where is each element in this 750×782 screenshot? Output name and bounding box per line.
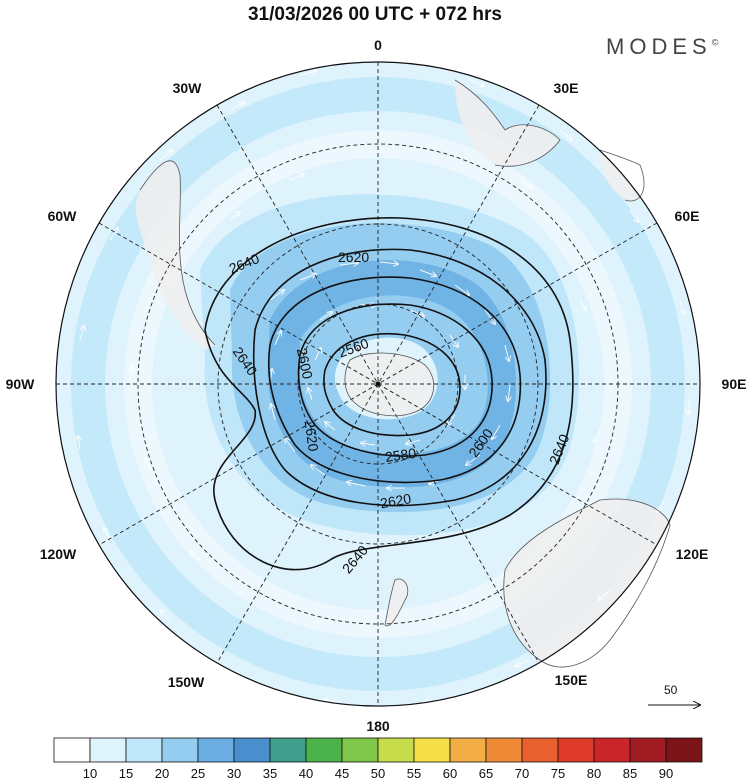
meridian-label-60w: 60W: [48, 208, 78, 224]
meridian-label-180: 180: [366, 718, 390, 734]
contour-label: 2600: [294, 347, 316, 381]
colorbar-tick-label: 35: [262, 766, 278, 781]
colorbar-swatch: [305, 737, 343, 763]
colorbar-swatch: [557, 737, 595, 763]
colorbar-swatch: [449, 737, 487, 763]
meridian-label-150w: 150W: [168, 674, 205, 690]
meridian-label-120e: 120E: [676, 546, 709, 562]
meridian-label-group: 0 30E 60E 90E 120E 150E 180 150W 120W 90…: [6, 37, 747, 734]
meridian-label-30e: 30E: [554, 80, 579, 96]
meridian-label-0: 0: [374, 37, 382, 53]
colorbar-swatch: [341, 737, 379, 763]
brand-name: MODES: [606, 34, 712, 59]
colorbar-tick-label: 40: [298, 766, 314, 781]
colorbar-swatch: [485, 737, 523, 763]
colorbar-swatch: [269, 737, 307, 763]
contour-label: 2620: [302, 419, 322, 452]
colorbar-swatch: [593, 737, 631, 763]
colorbar-tick-label: 80: [586, 766, 602, 781]
meridian-label-90e: 90E: [722, 376, 747, 392]
colorbar-tick-label: 50: [370, 766, 386, 781]
colorbar-swatch: [197, 737, 235, 763]
colorbar-swatch: [161, 737, 199, 763]
colorbar-tick-label: 75: [550, 766, 566, 781]
meridian-label-90w: 90W: [6, 376, 36, 392]
meridian-label-120w: 120W: [40, 546, 77, 562]
colorbar: [53, 737, 703, 763]
map-boundary: [55, 61, 701, 707]
colorbar-ticks: 10 15 20 25 30 35 40 45 50 55 60 65 70 75 80 85 90: [0, 766, 750, 782]
colorbar-tick-label: 55: [406, 766, 422, 781]
colorbar-tick-label: 70: [514, 766, 530, 781]
colorbar-tick-label: 20: [154, 766, 170, 781]
colorbar-tick-label: 60: [442, 766, 458, 781]
meridian-label-150e: 150E: [555, 672, 588, 688]
colorbar-tick-label: 65: [478, 766, 494, 781]
colorbar-swatch: [89, 737, 127, 763]
wind-vectors: [78, 62, 690, 702]
colorbar-swatch: [413, 737, 451, 763]
colorbar-swatch: [377, 737, 415, 763]
map-title: 31/03/2026 00 UTC + 072 hrs: [247, 4, 503, 25]
colorbar-tick-label: 25: [190, 766, 206, 781]
colorbar-swatch: [521, 737, 559, 763]
colorbar-tick-label: 10: [82, 766, 98, 781]
meridian-label-30w: 30W: [173, 80, 203, 96]
colorbar-tick-label: 30: [226, 766, 242, 781]
contour-label: 2620: [379, 490, 413, 511]
colorbar-tick-label: 90: [658, 766, 674, 781]
contour-label: 2620: [338, 249, 369, 265]
colorbar-swatch: [665, 737, 703, 763]
copyright-mark: ©: [711, 37, 719, 48]
colorbar-swatch: [53, 737, 91, 763]
colorbar-swatch: [629, 737, 667, 763]
colorbar-tick-label: 45: [334, 766, 350, 781]
colorbar-tick-label: 85: [622, 766, 638, 781]
pole-marker: [375, 381, 381, 387]
brand-logo: MODES©: [606, 34, 718, 60]
colorbar-swatch: [125, 737, 163, 763]
colorbar-swatch: [233, 737, 271, 763]
colorbar-tick-label: 15: [118, 766, 134, 781]
meridian-label-60e: 60E: [675, 208, 700, 224]
height-contours: [204, 217, 574, 571]
contour-label: 2580: [384, 445, 417, 465]
wind-reference-label: 50: [664, 683, 678, 697]
